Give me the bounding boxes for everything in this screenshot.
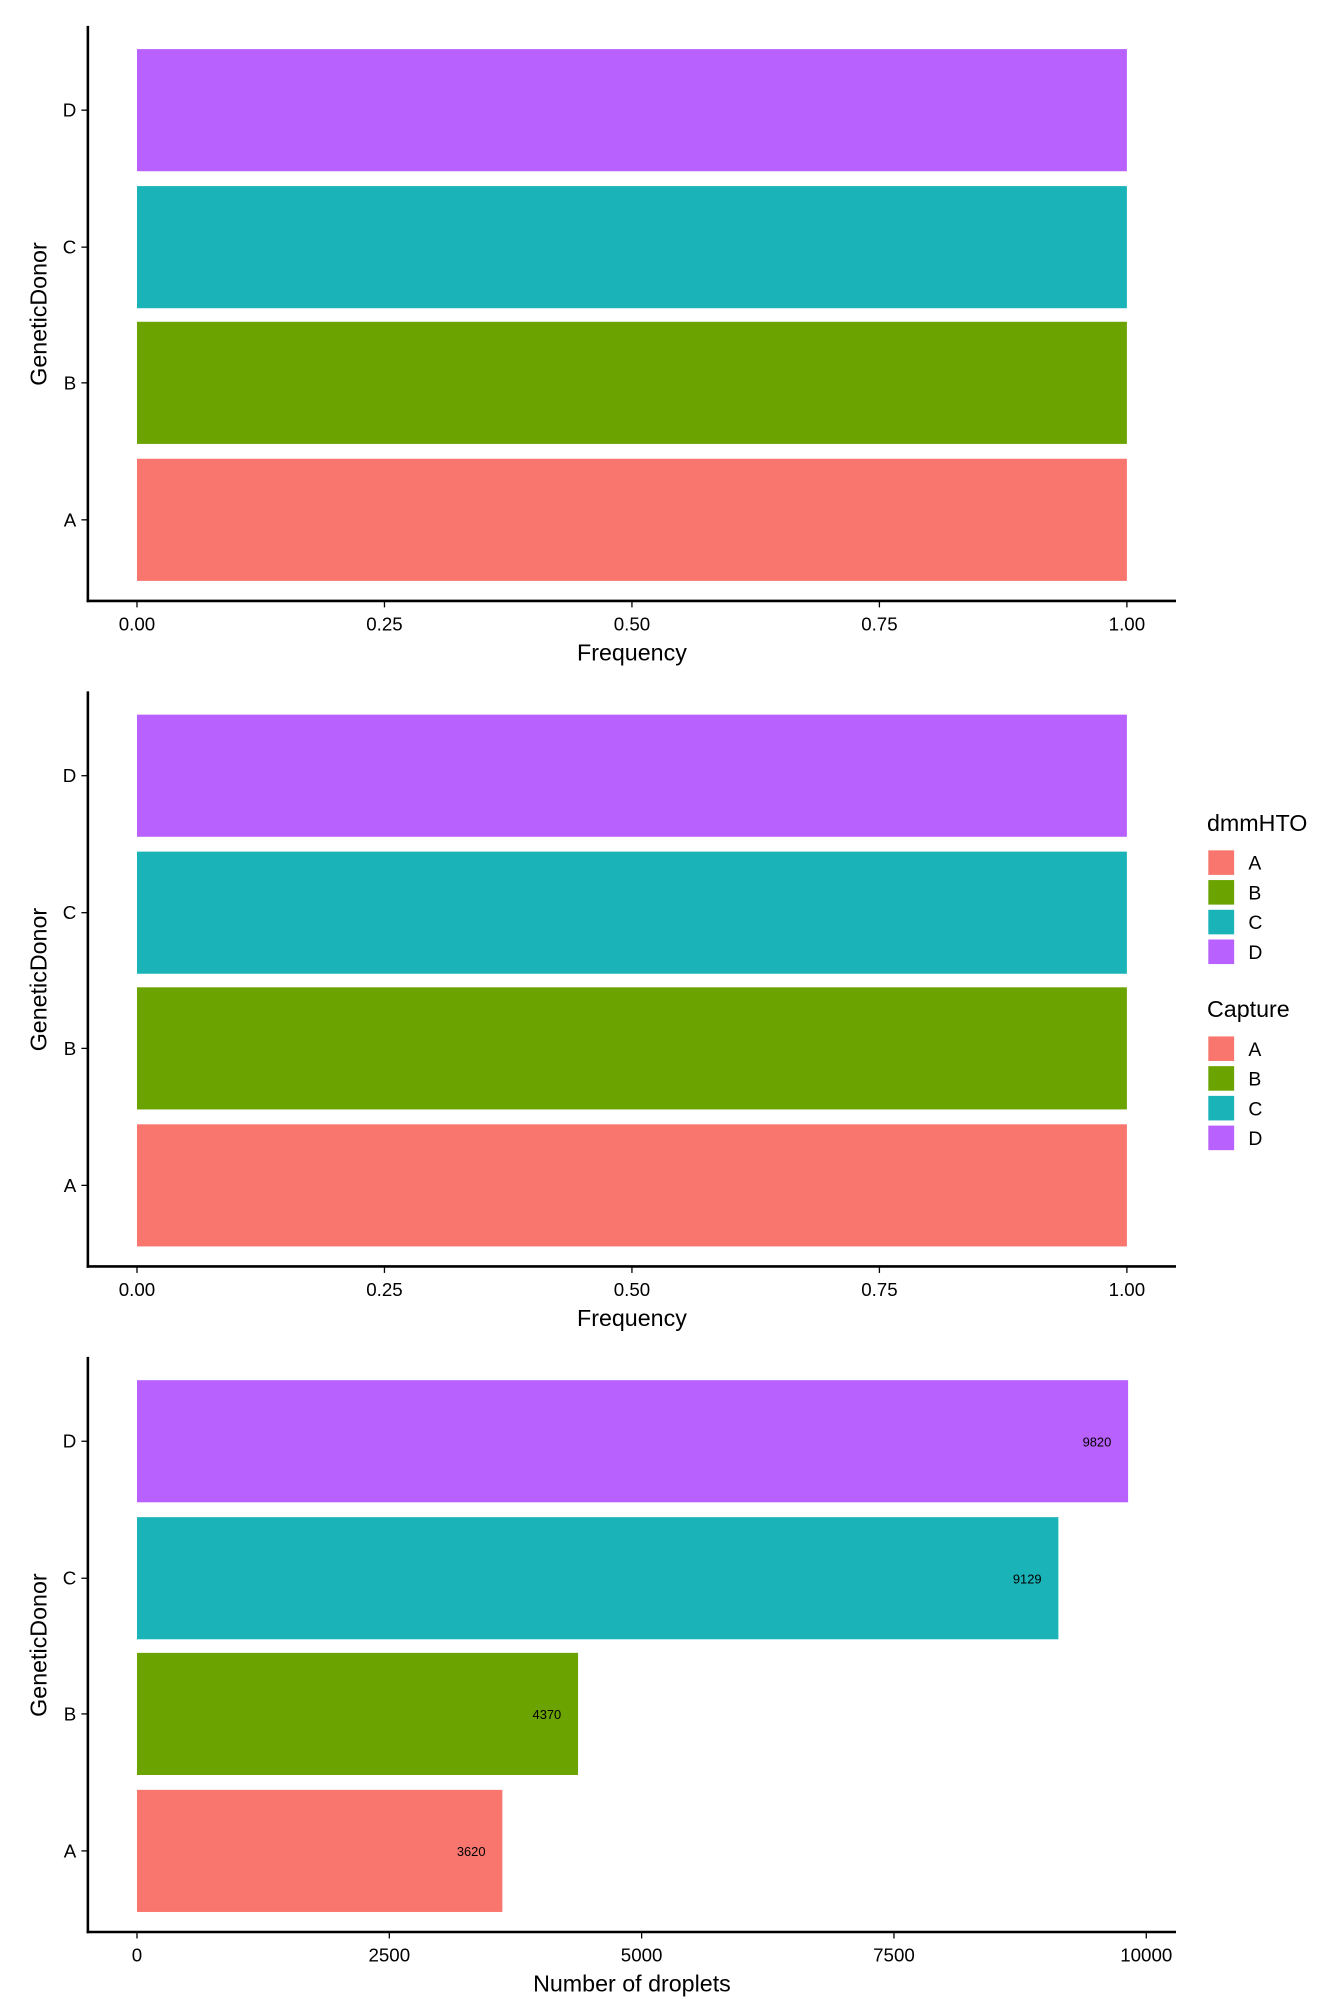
y-tick-label-D: D (63, 1431, 77, 1452)
x-axis-title: Number of droplets (533, 1970, 731, 1996)
x-tick-label: 0.25 (366, 614, 402, 635)
chart-panel-1: A B C D 0.00 0.25 0.50 0.75 1.00 Frequency Genetic… (26, 25, 1176, 665)
x-tick-label: 0.00 (119, 614, 155, 635)
y-tick-label-C: C (63, 237, 77, 258)
legend-key-A (1208, 850, 1235, 875)
bar-D (136, 49, 1127, 172)
y-tick-label-B: B (64, 1038, 77, 1059)
legend-label-B: B (1248, 1069, 1261, 1091)
data-label-B: 4370 (533, 1707, 562, 1722)
x-tick-label: 0.75 (861, 614, 897, 635)
legend-key-C (1208, 1095, 1235, 1121)
data-label-C: 9129 (1013, 1571, 1042, 1586)
legend-key-B (1208, 1066, 1235, 1091)
bar-D (136, 1380, 1129, 1503)
legend-key-D (1208, 1125, 1235, 1151)
x-axis-title: Frequency (577, 639, 687, 665)
x-tick-label: 0.75 (861, 1279, 897, 1300)
y-tick-label-C: C (63, 1568, 77, 1589)
bar-C (136, 1517, 1059, 1640)
bar-D (136, 714, 1127, 837)
y-tick-label-D: D (63, 765, 77, 786)
legend-label-B: B (1248, 882, 1261, 904)
legend-key-A (1208, 1036, 1235, 1061)
legend-key-B (1208, 880, 1235, 905)
y-tick-label-C: C (63, 902, 77, 923)
legend-title: dmmHTO (1207, 810, 1307, 836)
x-tick-label: 0.00 (119, 1279, 155, 1300)
x-tick-label: 2500 (368, 1945, 410, 1966)
bar-B (136, 321, 1127, 444)
y-axis-title: GeneticDonor (26, 1573, 52, 1717)
legend-label-C: C (1248, 1098, 1262, 1120)
y-tick-label-A: A (64, 509, 77, 530)
x-axis-title: Frequency (577, 1305, 687, 1331)
y-axis-title: GeneticDonor (26, 908, 52, 1052)
y-tick-label-D: D (63, 100, 77, 121)
x-tick-label: 1.00 (1109, 1279, 1145, 1300)
x-tick-label: 5000 (621, 1945, 663, 1966)
chart-panel-2: A B C D 0.00 0.25 0.50 0.75 1.00 Frequency Genetic… (26, 691, 1176, 1331)
legend-title: Capture (1207, 996, 1290, 1022)
y-tick-label-A: A (64, 1175, 77, 1196)
bar-C (136, 186, 1127, 309)
bar-C (136, 851, 1127, 974)
legend-label-C: C (1248, 912, 1262, 934)
data-label-A: 3620 (457, 1844, 486, 1859)
x-tick-label: 0.25 (366, 1279, 402, 1300)
legend-label-A: A (1248, 853, 1261, 875)
y-tick-label-B: B (64, 1703, 77, 1724)
data-label-D: 9820 (1083, 1434, 1112, 1449)
x-tick-label: 7500 (873, 1945, 915, 1966)
bar-A (136, 1789, 503, 1912)
bar-B (136, 1652, 579, 1775)
legend-key-C (1208, 909, 1235, 935)
bar-B (136, 987, 1127, 1110)
x-tick-label: 10000 (1120, 1945, 1172, 1966)
y-tick-label-B: B (64, 372, 77, 393)
legend-label-D: D (1248, 1128, 1262, 1150)
legend-key-D (1208, 939, 1235, 965)
legend-label-D: D (1248, 942, 1262, 964)
x-tick-label: 1.00 (1109, 614, 1145, 635)
chart-panel-3: A 3620 B 4370 C 9129 D 9820 0 2500 5000 7500 10000 Nu… (26, 1356, 1176, 1996)
y-axis-title: GeneticDonor (26, 242, 52, 386)
x-tick-label: 0 (132, 1945, 142, 1966)
y-tick-label-A: A (64, 1840, 77, 1861)
x-tick-label: 0.50 (614, 614, 650, 635)
bar-A (136, 1124, 1127, 1247)
x-tick-label: 0.50 (614, 1279, 650, 1300)
bar-A (136, 458, 1127, 581)
legend-label-A: A (1248, 1039, 1261, 1061)
